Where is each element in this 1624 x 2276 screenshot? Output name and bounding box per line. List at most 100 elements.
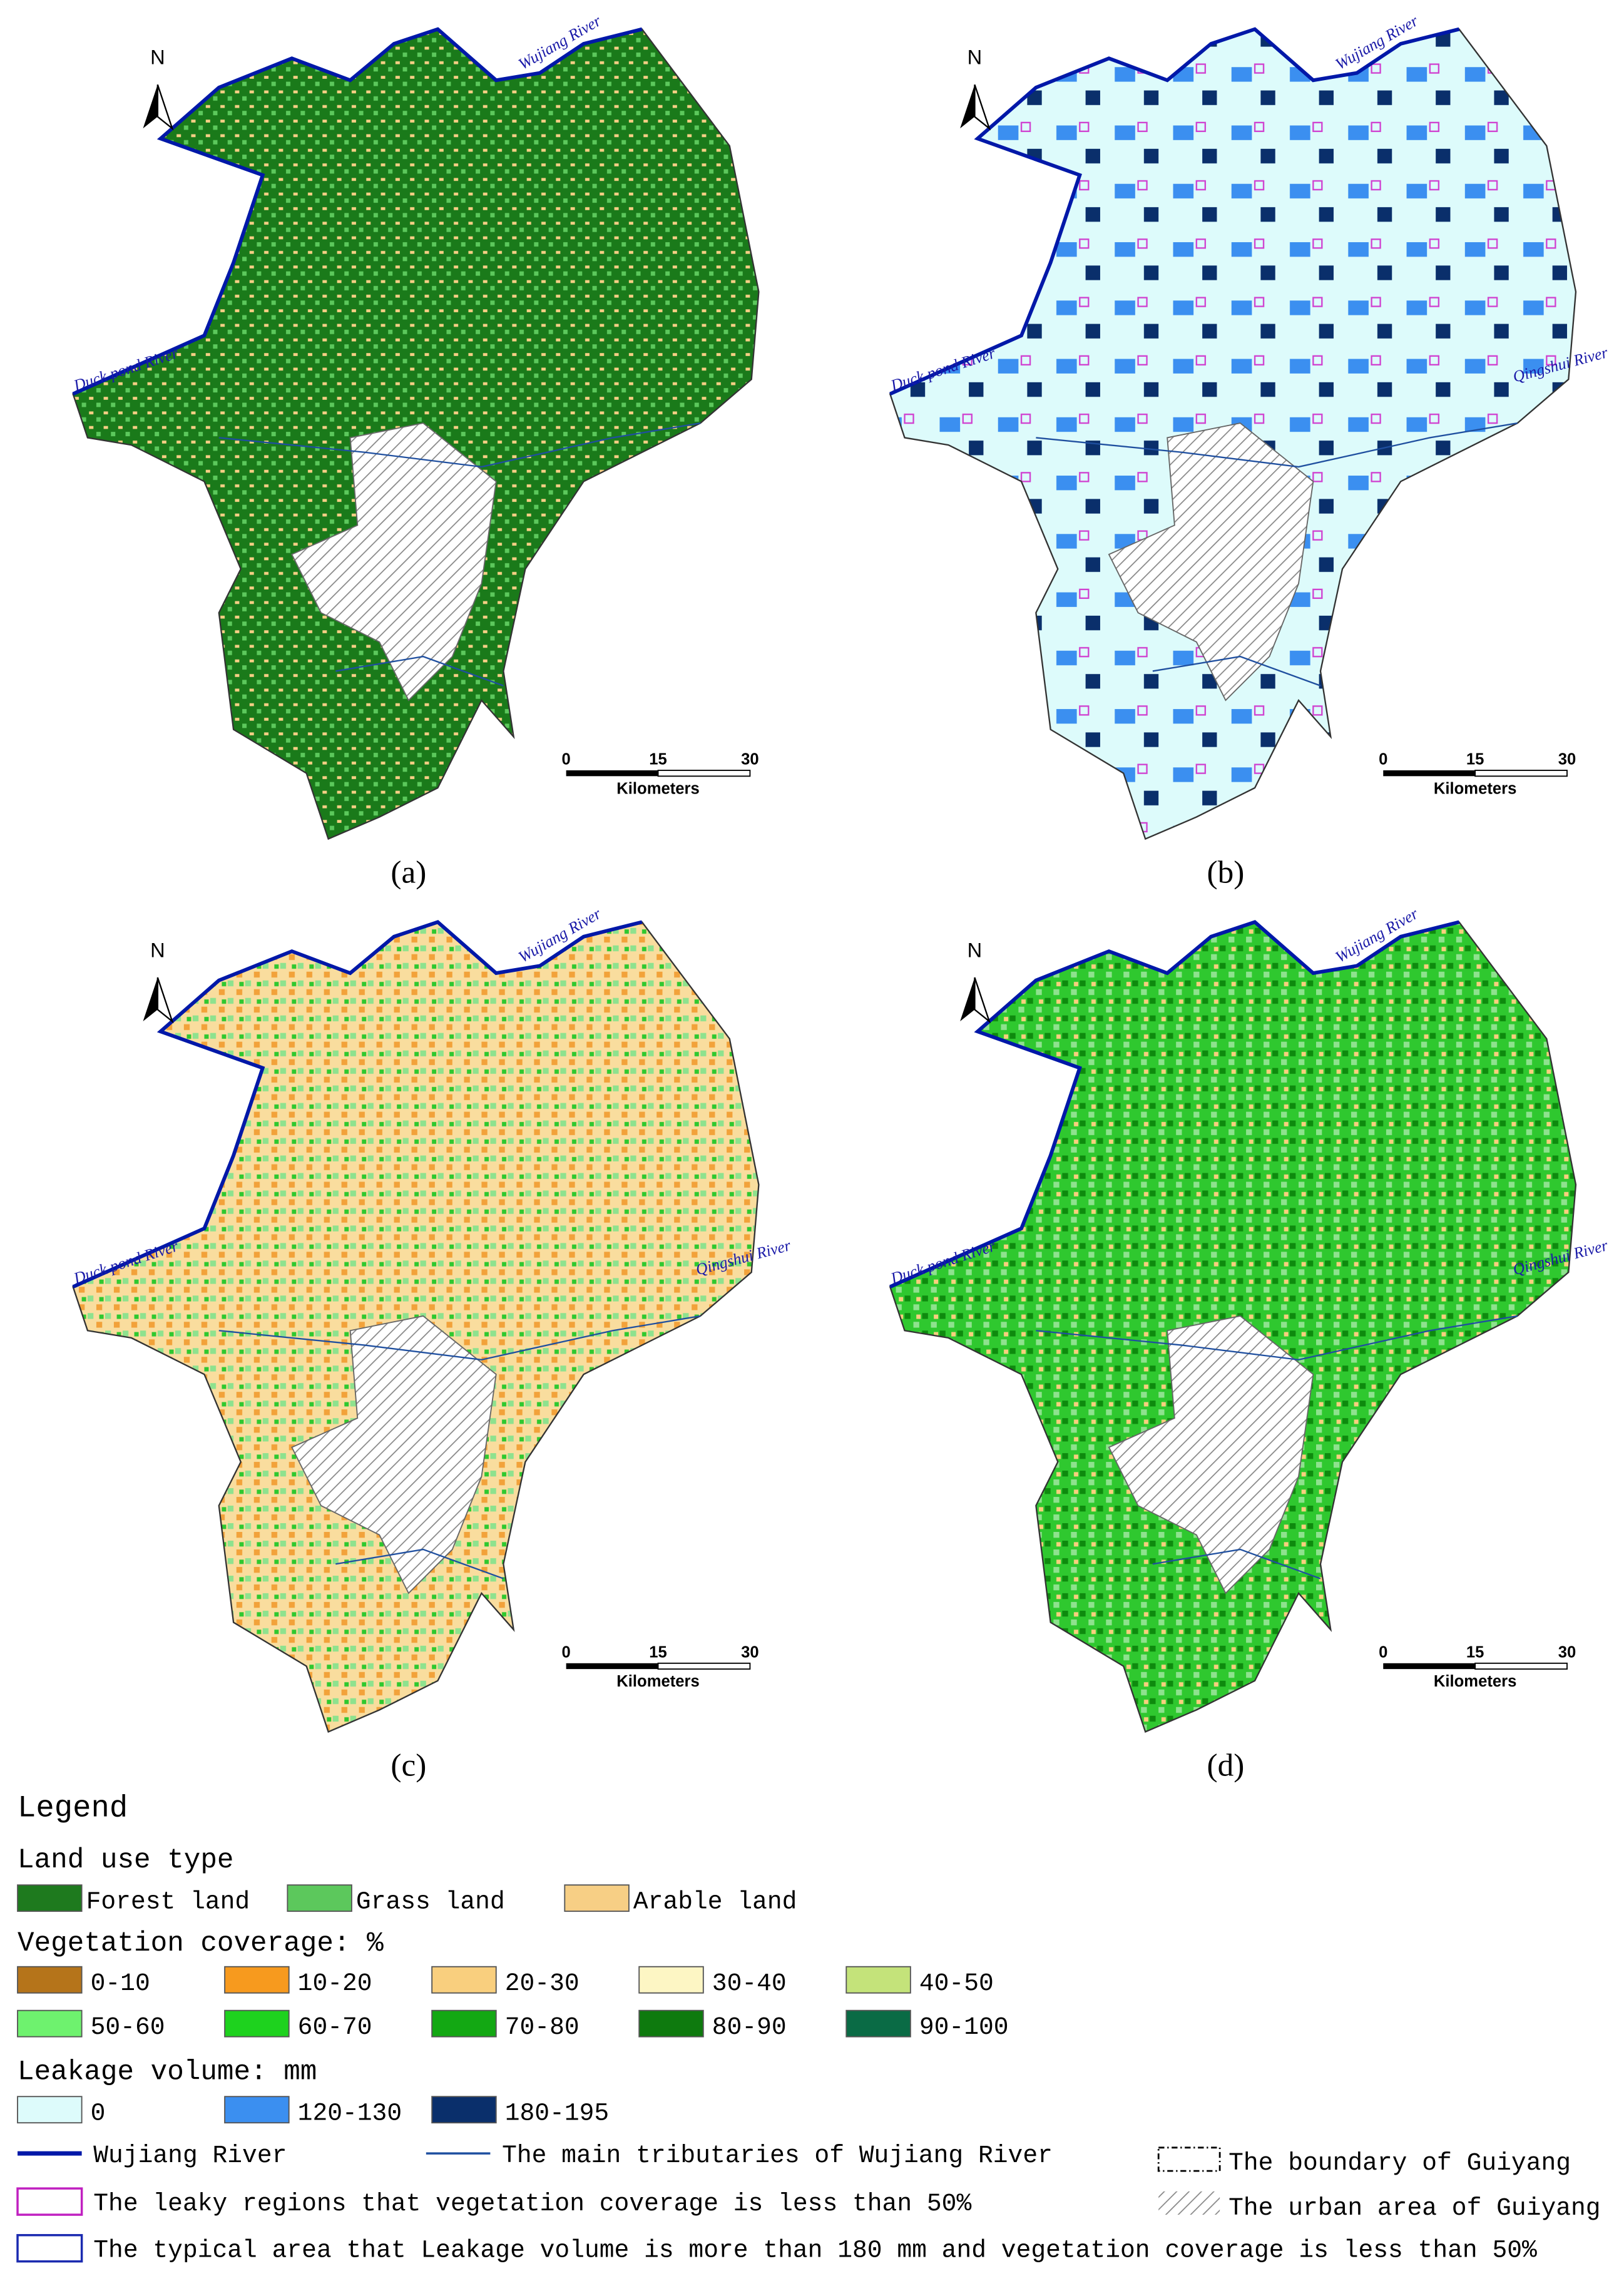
north-arrow <box>143 977 158 1021</box>
legend-text: Vegetation coverage: % <box>18 1928 384 1959</box>
scale-tick-label: 15 <box>1466 1643 1484 1661</box>
legend-swatch <box>17 1884 83 1912</box>
wujiang-river <box>72 920 643 1289</box>
scale-bar <box>1474 1662 1568 1670</box>
urban-area <box>291 1315 497 1595</box>
scale-tick-label: 15 <box>649 751 667 768</box>
legend-text: 40-50 <box>919 1969 994 1998</box>
scale-unit: Kilometers <box>616 780 699 797</box>
scale-unit: Kilometers <box>1434 1673 1516 1690</box>
legend-text: 80-90 <box>712 2013 787 2041</box>
legend-text: Land use type <box>18 1845 233 1876</box>
scale-bar <box>1383 1663 1476 1670</box>
north-arrow <box>143 84 158 129</box>
legend-swatch <box>17 2096 83 2124</box>
legend-text: 90-100 <box>919 2013 1009 2041</box>
legend-swatch <box>431 2009 497 2038</box>
north-arrow <box>974 84 991 131</box>
urban-area <box>1108 422 1314 702</box>
urban-area <box>291 422 497 702</box>
panel-label: (c) <box>391 1747 426 1783</box>
tributary <box>335 1548 504 1579</box>
north-arrow <box>156 977 174 1024</box>
legend-text: 30-40 <box>712 1969 787 1998</box>
tributary <box>218 1315 701 1361</box>
scale-tick-label: 15 <box>649 1643 667 1661</box>
scale-bar <box>566 1663 658 1670</box>
legend-text: 50-60 <box>91 2013 165 2041</box>
scale-bar <box>657 1662 751 1670</box>
legend-swatch <box>1158 2191 1220 2215</box>
scale-tick-label: 30 <box>741 751 759 768</box>
legend-swatch <box>17 1966 83 1994</box>
legend-text: 20-30 <box>505 1969 580 1998</box>
scale-unit: Kilometers <box>1434 780 1516 797</box>
legend-text: Arable land <box>633 1887 797 1916</box>
scale-bar <box>566 770 658 777</box>
scale-tick-label: 0 <box>562 1643 571 1661</box>
tributary <box>1036 1315 1518 1361</box>
scale-unit: Kilometers <box>616 1673 699 1690</box>
north-label: N <box>150 938 165 961</box>
scale-tick-label: 30 <box>1558 1643 1576 1661</box>
wujiang-river <box>889 920 1460 1289</box>
legend-swatch <box>431 1966 497 1994</box>
north-label: N <box>150 46 165 69</box>
north-arrow <box>960 977 975 1021</box>
legend-text: The leaky regions that vegetation covera… <box>93 2190 971 2218</box>
panel-label: (b) <box>1207 855 1245 890</box>
scale-bar <box>1383 770 1476 777</box>
scale-tick-label: 0 <box>562 751 571 768</box>
tributary <box>1152 1548 1321 1579</box>
legend-text: 0-10 <box>91 1969 150 1998</box>
legend-text: 60-70 <box>298 2013 372 2041</box>
urban-area <box>1108 1315 1314 1595</box>
legend-swatch <box>845 2009 911 2038</box>
legend-text: Forest land <box>86 1887 250 1916</box>
scale-tick-label: 30 <box>741 1643 759 1661</box>
scale-tick-label: 0 <box>1379 751 1387 768</box>
north-arrow <box>974 977 991 1024</box>
scale-bar <box>1474 770 1568 777</box>
legend-text: 120-130 <box>298 2100 402 2128</box>
tributary <box>1036 422 1518 468</box>
legend-swatch <box>224 2009 290 2038</box>
legend-text: 10-20 <box>298 1969 372 1998</box>
legend-text: 180-195 <box>505 2100 609 2128</box>
legend-text: The urban area of Guiyang <box>1228 2194 1600 2222</box>
legend-text: The typical area that Leakage volume is … <box>93 2237 1537 2265</box>
legend-swatch <box>224 2096 290 2124</box>
legend-swatch <box>16 2187 83 2216</box>
legend-swatch <box>638 2009 704 2038</box>
scale-tick-label: 15 <box>1466 751 1484 768</box>
scale-bar <box>657 770 751 777</box>
legend-text: The main tributaries of Wujiang River <box>502 2141 1053 2170</box>
legend-text: Grass land <box>356 1887 505 1916</box>
legend-swatch <box>564 1884 630 1912</box>
legend-swatch <box>431 2096 497 2124</box>
panel-label: (d) <box>1207 1747 1245 1783</box>
legend-swatch <box>224 1966 290 1994</box>
wujiang-river <box>889 27 1460 396</box>
north-label: N <box>968 938 983 961</box>
tributary <box>218 422 701 468</box>
legend-text: Leakage volume: mm <box>18 2056 317 2088</box>
wujiang-river <box>72 27 643 396</box>
north-arrow <box>156 84 174 131</box>
north-label: N <box>968 46 983 69</box>
legend-swatch <box>845 1966 911 1994</box>
legend-swatch <box>16 2233 83 2263</box>
legend-text: 70-80 <box>505 2013 580 2041</box>
tributary <box>1152 655 1321 686</box>
legend-swatch <box>287 1884 352 1912</box>
north-arrow <box>960 84 975 129</box>
legend-swatch <box>638 1966 704 1994</box>
legend-swatch <box>1157 2146 1221 2172</box>
panel-label: (a) <box>391 855 426 890</box>
